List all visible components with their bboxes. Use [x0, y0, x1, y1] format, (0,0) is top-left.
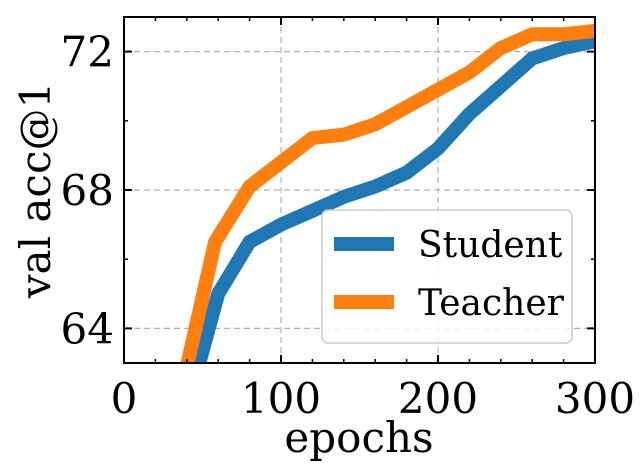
legend-label-teacher: Teacher — [418, 283, 565, 324]
series-line-student — [192, 34, 595, 363]
x-tick-label: 0 — [111, 374, 138, 423]
series-line-teacher — [180, 23, 595, 363]
x-tick-label: 100 — [241, 374, 321, 423]
y-tick-label: 68 — [61, 166, 114, 215]
axis-ticks — [123, 17, 596, 363]
x-tick-label: 200 — [398, 374, 478, 423]
y-axis-title: val acc@1 — [11, 82, 60, 299]
axis-tick-labels: 0 100 200 300 64 68 72 — [61, 28, 636, 423]
legend-label-student: Student — [418, 225, 563, 266]
legend: Student Teacher — [321, 209, 573, 344]
x-axis-title: epochs — [284, 413, 433, 462]
y-tick-label: 72 — [61, 28, 114, 77]
y-tick-label: 64 — [61, 304, 114, 353]
x-tick-label: 300 — [555, 374, 635, 423]
series-layer — [180, 23, 595, 363]
